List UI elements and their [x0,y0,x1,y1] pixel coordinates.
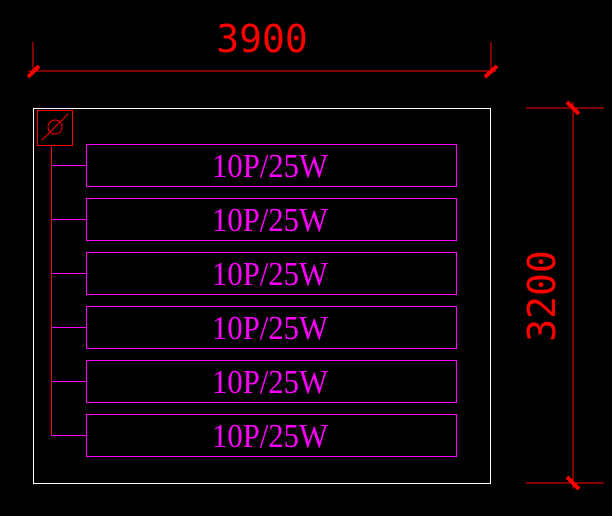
width-dimension [26,42,499,79]
circuit-3: 10P/25W [51,252,457,295]
circuit-1: 10P/25W [51,144,457,187]
circuit-label: 10P/25W [212,256,329,293]
circuit-box [86,252,457,295]
dimension-tick [483,64,499,79]
dimension-tick [565,100,581,116]
height-dimension-label: 3200 [520,250,564,342]
height-dimension [526,100,604,491]
circuit-box [86,306,457,349]
circuit-box [86,144,457,187]
width-dimension-label: 3900 [216,17,308,61]
circuit-label: 10P/25W [212,310,329,347]
diameter-symbol-icon [37,110,73,146]
circuit-box [86,414,457,457]
circuit-box [86,198,457,241]
circuit-label: 10P/25W [212,364,329,401]
panel-outline [33,108,491,484]
dimension-tick [26,64,41,79]
circuit-label: 10P/25W [212,202,329,239]
circuit-4: 10P/25W [51,306,457,349]
circuit-2: 10P/25W [51,198,457,241]
circuit-6: 10P/25W [51,414,457,457]
circuit-label: 10P/25W [212,148,329,185]
circuit-label: 10P/25W [212,418,329,455]
circuit-5: 10P/25W [51,360,457,403]
dimension-tick [565,475,581,491]
circuit-box [86,360,457,403]
